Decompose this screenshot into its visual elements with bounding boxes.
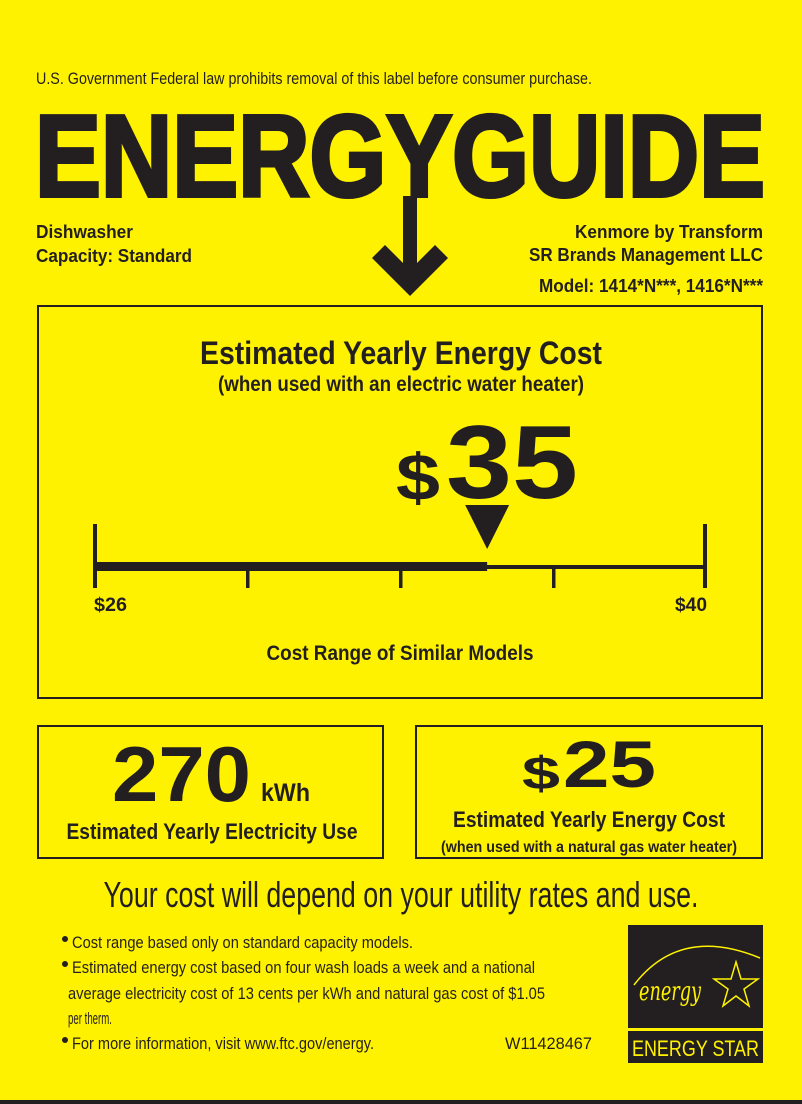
scale-max-end [703,524,707,588]
bullet-icon [62,961,68,967]
label-code: W11428467 [505,1034,592,1053]
footnote-2-line-2: average electricity cost of 13 cents per… [68,984,545,1003]
scale-max-label: $40 [675,595,707,616]
footnote-1: Cost range based only on standard capaci… [72,933,413,952]
energy-star-logo: energy ENERGY STAR [628,925,763,1063]
bullet-icon [62,1037,68,1043]
footnote-3: For more information, visit www.ftc.gov/… [72,1034,374,1053]
brand-line-2: SR Brands Management LLC [529,245,763,265]
gas-sublabel: (when used with a natural gas water heat… [441,839,737,856]
electricity-value: 270 [112,730,251,818]
cost-disclaimer-headline: Your cost will depend on your utility ra… [104,874,699,915]
yearly-cost-value: 35 [446,405,578,521]
scale-caption: Cost Range of Similar Models [267,642,534,665]
gas-label: Estimated Yearly Energy Cost [453,807,726,832]
scale-min-end [93,524,97,588]
scale-tick [246,568,250,588]
gas-cost-value: 25 [563,727,656,801]
government-notice: U.S. Government Federal law prohibits re… [36,69,592,88]
cost-currency: $ [396,440,440,514]
star-icon [711,959,761,1009]
gas-currency: $ [522,747,560,799]
brand-line-1: Kenmore by Transform [575,222,763,242]
scale-tick [552,568,556,588]
energy-script: energy [639,977,701,1007]
down-arrow-icon [372,196,448,296]
scale-tick [399,568,403,588]
bullet-icon [62,936,68,942]
appliance-type: Dishwasher [36,222,133,242]
cost-marker-triangle [465,505,510,549]
scale-fill-bar [95,562,488,571]
energy-star-arc [633,945,761,986]
electricity-unit: kWh [261,779,310,807]
scale-min-label: $26 [94,595,127,616]
electricity-label: Estimated Yearly Electricity Use [67,819,358,844]
model-numbers: Model: 1414*N***, 1416*N*** [539,276,763,296]
gas-cost-box [415,725,763,859]
electricity-use-box [37,725,384,859]
footnote-2-line-3: per therm. [68,1009,112,1028]
bottom-border [0,1100,802,1104]
footnote-2-line-1: Estimated energy cost based on four wash… [72,958,535,977]
cost-range-scale [93,505,707,588]
energy-star-text: ENERGY STAR [632,1036,759,1061]
main-title: Estimated Yearly Energy Cost [200,335,602,371]
energyguide-title: ENERGYGUIDE [35,91,765,221]
main-subtitle: (when used with an electric water heater… [218,373,584,396]
main-cost-box [37,305,763,699]
capacity: Capacity: Standard [36,246,192,266]
